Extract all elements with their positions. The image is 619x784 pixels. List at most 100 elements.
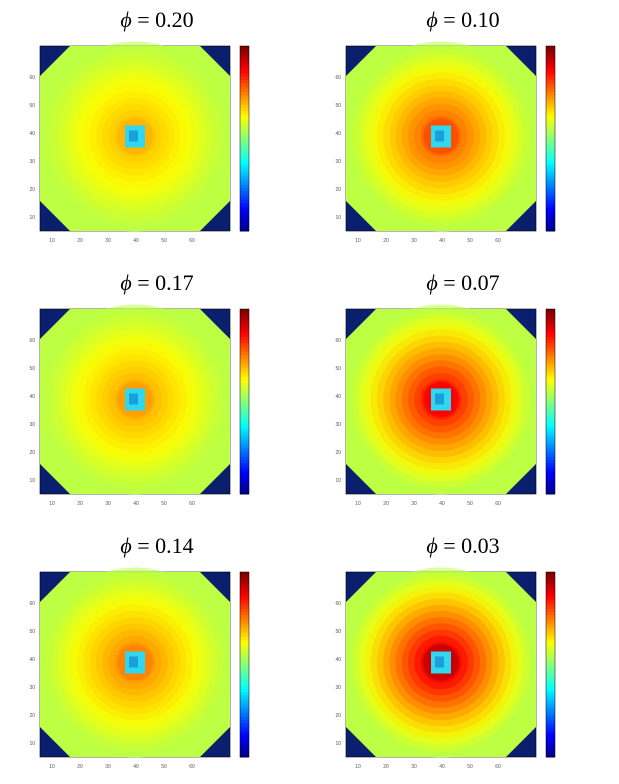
title-value: = 0.10 (443, 7, 500, 32)
colorbar-segment (240, 46, 249, 50)
colorbar-segment (240, 98, 249, 102)
heatmap-field (345, 41, 537, 232)
colorbar-segment (546, 416, 555, 421)
title-value: = 0.07 (443, 270, 500, 295)
colorbar-segment (546, 741, 555, 746)
colorbar-segment (240, 578, 249, 582)
colorbar-segment (546, 423, 555, 427)
colorbar-segment (546, 218, 555, 223)
colorbar-segment (546, 713, 555, 718)
colorbar-segment (546, 618, 555, 622)
colorbar-segment (546, 132, 555, 136)
colorbar-segment (240, 701, 249, 706)
colorbar-segment (240, 747, 249, 752)
colorbar-segment (546, 599, 555, 604)
colorbar-segment (240, 720, 249, 724)
colorbar-segment (240, 113, 249, 118)
colorbar-segment (546, 70, 555, 75)
colorbar-segment (240, 135, 249, 139)
colorbar-segment (240, 726, 249, 730)
y-tick-label: 30 (29, 422, 35, 428)
x-tick-label: 50 (467, 238, 473, 244)
colorbar-segment (546, 450, 555, 455)
heatmap-panel: ϕ = 0.07 10 10 20 20 30 30 40 40 50 50 60 60 (318, 263, 608, 521)
phi-symbol: ϕ (120, 270, 132, 295)
colorbar-segment (240, 652, 249, 656)
y-tick-label: 20 (335, 187, 341, 193)
colorbar-segment (546, 420, 555, 424)
colorbar-segment (546, 581, 555, 585)
y-tick-label: 10 (335, 741, 341, 747)
colorbar-segment (546, 652, 555, 656)
x-tick-label: 60 (189, 238, 195, 244)
colorbar-segment (546, 572, 555, 576)
colorbar-segment (546, 457, 555, 461)
colorbar-segment (240, 716, 249, 721)
colorbar-segment (546, 333, 555, 338)
colorbar-segment (240, 590, 249, 595)
x-tick-label: 40 (133, 501, 139, 507)
colorbar-segment (546, 596, 555, 601)
colorbar-segment (240, 153, 249, 158)
colorbar-segment (546, 683, 555, 687)
x-tick-label: 20 (77, 238, 83, 244)
colorbar-segment (240, 206, 249, 210)
colorbar-segment (240, 181, 249, 186)
colorbar (239, 308, 250, 495)
colorbar-segment (240, 599, 249, 604)
colorbar-segment (240, 361, 249, 365)
x-tick-label: 60 (189, 764, 195, 770)
colorbar-segment (546, 312, 555, 316)
colorbar-segment (240, 750, 249, 755)
colorbar-segment (240, 457, 249, 461)
heatmap-plot: 10 10 20 20 30 30 40 40 50 50 60 60 (335, 41, 556, 244)
colorbar-segment (546, 695, 555, 699)
colorbar-segment (240, 581, 249, 585)
heatmap-plot: 10 10 20 20 30 30 40 40 50 50 60 60 (29, 304, 250, 507)
x-tick-label: 40 (133, 764, 139, 770)
x-tick-label: 40 (439, 501, 445, 507)
y-tick-label: 30 (29, 685, 35, 691)
colorbar-segment (240, 309, 249, 313)
y-tick-label: 30 (335, 159, 341, 165)
colorbar-segment (546, 107, 555, 112)
colorbar-segment (240, 64, 249, 69)
chart-title: ϕ = 0.03 (318, 526, 608, 566)
y-tick-label: 30 (335, 685, 341, 691)
colorbar-segment (240, 83, 249, 87)
colorbar-segment (546, 358, 555, 362)
colorbar-segment (546, 129, 555, 133)
y-tick-label: 10 (29, 741, 35, 747)
colorbar-frame (545, 571, 556, 758)
colorbar-segment (240, 689, 249, 693)
colorbar-segment (546, 190, 555, 195)
y-tick-label: 50 (29, 103, 35, 109)
title-value: = 0.14 (137, 533, 194, 558)
colorbar-segment (240, 698, 249, 702)
x-tick-label: 50 (161, 501, 167, 507)
colorbar-segment (240, 735, 249, 739)
colorbar-segment (546, 655, 555, 659)
heatmap-panel: ϕ = 0.14 10 10 20 20 30 30 40 40 50 50 60 60 (12, 526, 302, 784)
colorbar-segment (546, 355, 555, 359)
colorbar-segment (546, 339, 555, 344)
colorbar-segment (240, 157, 249, 161)
colorbar-segment (546, 630, 555, 635)
y-tick-label: 10 (29, 215, 35, 221)
colorbar-segment (240, 695, 249, 699)
y-tick-label: 20 (335, 713, 341, 719)
colorbar-frame (545, 45, 556, 232)
colorbar-segment (546, 726, 555, 730)
colorbar-segment (546, 602, 555, 607)
colorbar-segment (546, 395, 555, 399)
colorbar-segment (240, 184, 249, 189)
colorbar-segment (240, 318, 249, 322)
colorbar-segment (546, 649, 555, 653)
colorbar-segment (240, 646, 249, 650)
colorbar-segment (240, 79, 249, 84)
colorbar-segment (240, 95, 249, 99)
colorbar-segment (546, 89, 555, 93)
colorbar-segment (546, 575, 555, 579)
x-tick-label: 10 (355, 764, 361, 770)
colorbar-segment (546, 587, 555, 591)
